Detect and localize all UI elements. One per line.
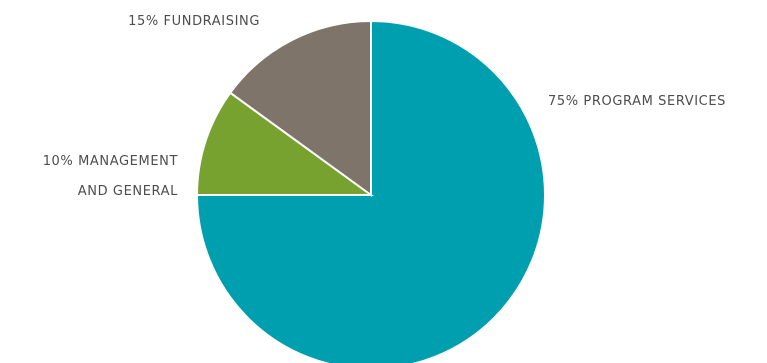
- pie-slices: [195, 19, 546, 363]
- pie-slice-label-0: 75% PROGRAM SERVICES: [548, 94, 726, 109]
- pie-slice-label-line: AND GENERAL: [78, 184, 178, 199]
- pie-slice-label-line: 10% MANAGEMENT: [43, 154, 178, 169]
- pie-slice-label-2: 15% FUNDRAISING: [128, 14, 260, 29]
- pie-labels: 75% PROGRAM SERVICES 10% MANAGEMENT AND GE…: [43, 14, 726, 199]
- pie-slice-label-line: 75% PROGRAM SERVICES: [548, 94, 726, 109]
- pie-slice-2: [228, 19, 372, 197]
- pie-slice-1: [195, 91, 375, 196]
- pie-slice-label-line: 15% FUNDRAISING: [128, 14, 260, 29]
- pie-slice-label-1: 10% MANAGEMENT AND GENERAL: [43, 154, 178, 199]
